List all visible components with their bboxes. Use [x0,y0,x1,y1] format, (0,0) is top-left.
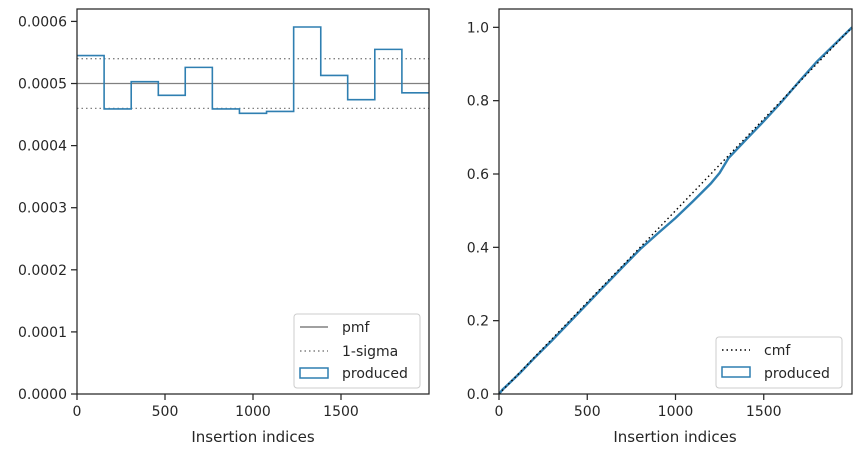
right-y-tick-label: 0.4 [467,240,489,256]
right-chart: 0 500 1000 1500 0.0 0.2 0.4 0.6 0.8 1.0 Insertio… [467,8,853,446]
right-y-tick-label: 0.2 [467,314,489,330]
left-y-tick-label: 0.0002 [18,263,67,279]
left-y-tick-label: 0.0003 [18,201,67,217]
left-y-tick-label: 0.0000 [18,387,67,403]
left-legend-sigma-label: 1-sigma [342,344,398,360]
right-y-tick-label: 0.8 [467,94,489,110]
left-y-tick-label: 0.0005 [18,77,67,93]
right-x-tick-label: 1500 [746,404,782,420]
right-plot-marks [498,26,853,395]
left-plot-marks [77,26,429,115]
left-y-tick-label: 0.0004 [18,139,67,155]
left-x-axis-label: Insertion indices [191,428,314,446]
produced-histogram-step [77,26,429,115]
left-x-ticks: 0 500 1000 1500 [73,394,359,420]
cmf-line [498,26,853,395]
right-y-tick-label: 1.0 [467,20,489,36]
right-legend: cmf produced [715,336,843,389]
left-y-tick-label: 0.0001 [18,325,67,341]
left-x-tick-label: 1000 [235,404,271,420]
left-x-tick-label: 1500 [323,404,359,420]
right-legend-box [715,336,843,389]
left-x-tick-label: 500 [152,404,179,420]
left-legend-produced-swatch [299,367,329,379]
right-legend-produced-swatch [721,366,751,378]
right-y-tick-label: 0.6 [467,167,489,183]
right-legend-produced-label: produced [764,366,830,382]
left-legend-pmf-label: pmf [342,320,371,336]
right-x-tick-label: 1000 [658,404,694,420]
right-x-axis-label: Insertion indices [613,428,736,446]
right-x-tick-label: 0 [495,404,504,420]
left-x-tick-label: 0 [73,404,82,420]
right-y-tick-label: 0.0 [467,387,489,403]
left-y-ticks: 0.0000 0.0001 0.0002 0.0003 0.0004 0.0005 0.00… [18,14,77,403]
left-legend-box [293,313,421,389]
right-x-tick-label: 500 [574,404,601,420]
left-legend-produced-label: produced [342,366,408,382]
right-x-ticks: 0 500 1000 1500 [495,394,782,420]
left-legend: pmf 1-sigma produced [293,313,421,389]
produced-cumulative-line [498,26,853,395]
left-y-tick-label: 0.0006 [18,14,67,30]
right-y-ticks: 0.0 0.2 0.4 0.6 0.8 1.0 [467,20,499,403]
right-legend-cmf-label: cmf [764,343,791,359]
left-chart: 0 500 1000 1500 0.00000.00010.00020.00030.0… [18,8,430,446]
